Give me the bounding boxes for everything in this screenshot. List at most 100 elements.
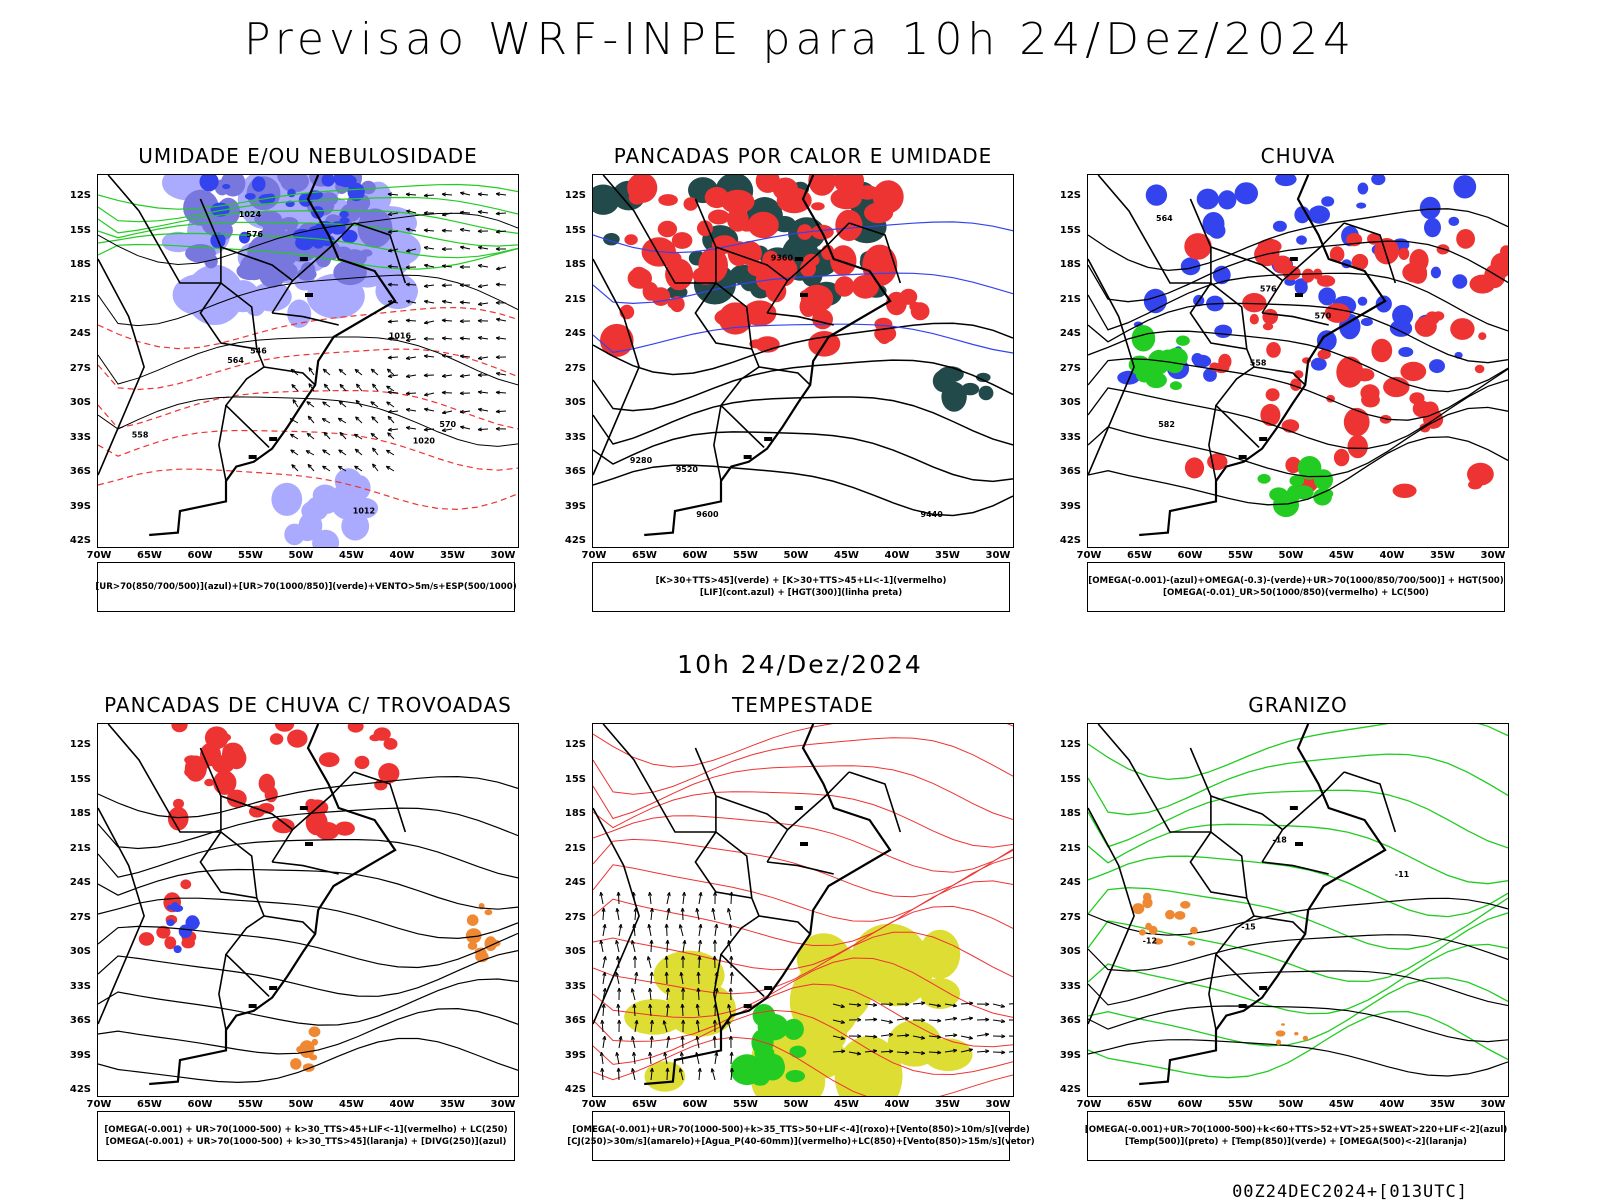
wind-vector	[1009, 1051, 1013, 1052]
instability-area-red	[873, 180, 904, 213]
state-border	[767, 862, 834, 874]
instability-area-red	[862, 245, 897, 287]
omega-area-green	[1170, 381, 1182, 390]
contour-label: 9360	[771, 254, 794, 263]
omega-area-red	[1242, 293, 1266, 312]
contour-label: 570	[439, 420, 456, 429]
lon-tick-label: 30W	[483, 550, 523, 561]
jet-area-yellow	[888, 1020, 942, 1066]
contour-label: 9440	[921, 510, 944, 519]
humidity-area-light	[173, 274, 228, 316]
omega-area-red	[1302, 269, 1315, 283]
contour-label: 9600	[696, 510, 719, 519]
lon-tick-label: 35W	[433, 1099, 473, 1110]
instability-area-red	[801, 285, 833, 313]
omega-area-red	[1336, 357, 1363, 388]
state-border	[272, 862, 339, 874]
state-border	[1254, 916, 1305, 934]
state-border	[1344, 772, 1395, 832]
divg-area-blue	[179, 925, 192, 939]
lon-tick-label: 45W	[827, 1099, 867, 1110]
lake	[764, 986, 772, 990]
wind850-area-green	[757, 1014, 776, 1028]
lon-tick-label: 70W	[574, 1099, 614, 1110]
lat-tick-label: 18S	[61, 808, 91, 819]
lat-tick-label: 39S	[61, 501, 91, 512]
temp500-contour	[1088, 1040, 1508, 1076]
lat-tick-label: 15S	[1051, 774, 1081, 785]
state-border	[264, 916, 315, 934]
lon-tick-label: 30W	[978, 1099, 1018, 1110]
lat-tick-label: 12S	[1051, 190, 1081, 201]
lake	[1239, 455, 1247, 459]
lat-tick-label: 12S	[61, 190, 91, 201]
lat-tick-label: 15S	[1051, 225, 1081, 236]
lat-tick-label: 18S	[1051, 259, 1081, 270]
legend-line: [OMEGA(-0.001) + UR>70(1000-500) + k>30_…	[106, 1136, 507, 1148]
omega-area-red	[1218, 354, 1231, 369]
omega-area-green	[1290, 475, 1305, 486]
legend-line: [OMEGA(-0.001)-(azul)+OMEGA(-0.3)-(verde…	[1088, 575, 1503, 587]
state-border	[1088, 259, 1134, 475]
state-border	[767, 772, 849, 862]
omega-area-green	[1314, 469, 1333, 490]
lake	[249, 1004, 257, 1008]
wind850-area-green	[786, 1070, 805, 1082]
forecast-time-subtitle: 10h 24/Dez/2024	[0, 650, 1600, 679]
lat-tick-label: 33S	[61, 981, 91, 992]
panel-granizo: GRANIZO -12-15-18-11 [OMEGA(-0.001)+UR>7…	[1087, 693, 1509, 1155]
lon-tick-label: 60W	[1170, 550, 1210, 561]
panel-title: TEMPESTADE	[552, 693, 1054, 717]
lon-tick-label: 30W	[978, 550, 1018, 561]
contour-label: 582	[1158, 420, 1175, 429]
lake	[249, 455, 257, 459]
state-border	[716, 796, 788, 830]
thunder-area-red	[355, 756, 370, 769]
lake	[1259, 437, 1267, 441]
lat-tick-label: 36S	[556, 1015, 586, 1026]
thunder-area-red	[184, 767, 197, 777]
lat-tick-label: 33S	[556, 981, 586, 992]
map-pancadas-trovoadas[interactable]	[97, 723, 519, 1097]
lat-tick-label: 18S	[61, 259, 91, 270]
lon-tick-label: 55W	[726, 1099, 766, 1110]
lat-tick-label: 33S	[1051, 981, 1081, 992]
instability-area-red	[658, 194, 678, 206]
omega-area-blue	[1197, 189, 1219, 210]
thunder-area-orange	[290, 1058, 301, 1070]
lon-tick-label: 65W	[625, 550, 665, 561]
lat-tick-label: 36S	[556, 466, 586, 477]
lon-tick-label: 55W	[726, 550, 766, 561]
thunder-area-red	[139, 932, 154, 946]
lon-tick-label: 60W	[675, 550, 715, 561]
lon-tick-label: 65W	[130, 1099, 170, 1110]
panel-tempestade: TEMPESTADE [OMEGA(-0.001)+UR>70(1000-500…	[592, 693, 1014, 1155]
thunder-area-red	[319, 752, 340, 767]
panel-legend: [OMEGA(-0.001)+UR>70(1000-500)+k<60+TTS>…	[1087, 1111, 1505, 1161]
lake	[305, 842, 313, 846]
lon-tick-label: 70W	[574, 550, 614, 561]
temp850-contour	[1088, 824, 1508, 883]
lon-tick-label: 45W	[827, 550, 867, 561]
map-tempestade[interactable]	[592, 723, 1014, 1097]
omega-area-red	[1334, 449, 1349, 466]
lat-tick-label: 30S	[1051, 397, 1081, 408]
contour-label: -11	[1395, 870, 1410, 879]
thunder-area-red	[204, 779, 214, 787]
map-granizo[interactable]: -12-15-18-11	[1087, 723, 1509, 1097]
lon-tick-label: 45W	[1322, 1099, 1362, 1110]
lake	[269, 986, 277, 990]
map-canvas	[593, 724, 1013, 1096]
lon-tick-label: 50W	[1271, 1099, 1311, 1110]
lon-tick-label: 45W	[332, 1099, 372, 1110]
legend-line: [OMEGA(-0.001)+UR>70(1000-500)+k<60+TTS>…	[1085, 1124, 1507, 1136]
humidity-area-mid	[301, 262, 316, 277]
lon-tick-label: 30W	[1473, 1099, 1513, 1110]
thunder-area-red	[287, 730, 307, 748]
lat-tick-label: 24S	[1051, 877, 1081, 888]
